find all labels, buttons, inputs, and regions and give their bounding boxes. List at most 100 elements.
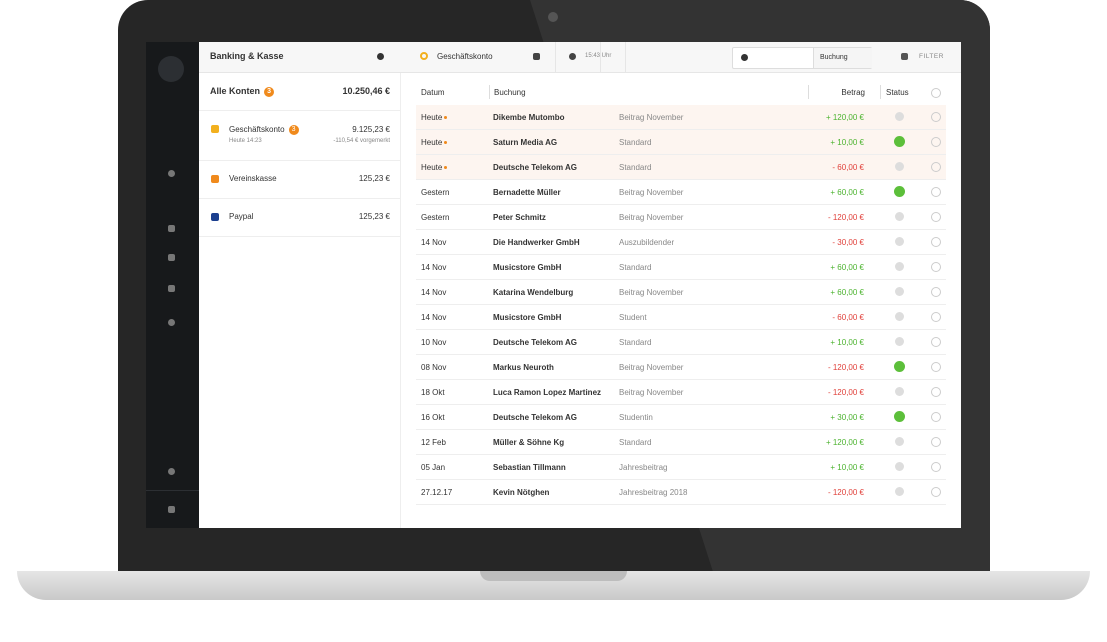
row-select[interactable] xyxy=(931,312,941,322)
row-select[interactable] xyxy=(931,362,941,372)
date: Heute xyxy=(421,138,443,147)
transaction-row[interactable]: 14 Nov Musicstore GmbH Student - 60,00 € xyxy=(416,305,946,330)
counterparty: Kevin Nötghen xyxy=(493,488,550,497)
date: 18 Okt xyxy=(421,388,445,397)
row-select[interactable] xyxy=(931,462,941,472)
row-select[interactable] xyxy=(931,162,941,172)
counterparty: Saturn Media AG xyxy=(493,138,558,147)
counterparty: Deutsche Telekom AG xyxy=(493,163,578,172)
counterparty: Deutsche Telekom AG xyxy=(493,413,578,422)
row-select[interactable] xyxy=(931,262,941,272)
account-name-text: Paypal xyxy=(229,212,254,221)
transaction-row[interactable]: Heute Deutsche Telekom AG Standard - 60,00 … xyxy=(416,155,946,180)
transaction-row[interactable]: Heute Saturn Media AG Standard + 10,00 € xyxy=(416,130,946,155)
row-select[interactable] xyxy=(931,137,941,147)
status-open[interactable] xyxy=(895,237,904,246)
toolbar: Geschäftskonto 15:43 Uhr Buchung FILTER xyxy=(400,42,961,73)
counterparty: Musicstore GmbH xyxy=(493,313,562,322)
search-box[interactable]: Buchung xyxy=(732,47,872,69)
transaction-row[interactable]: 18 Okt Luca Ramon Lopez Martinez Beitrag N… xyxy=(416,380,946,405)
toolbar-account[interactable]: Geschäftskonto xyxy=(437,52,493,61)
row-select[interactable] xyxy=(931,487,941,497)
account-item[interactable]: Vereinskasse 125,23 € xyxy=(199,161,400,199)
account-item[interactable]: Paypal 125,23 € xyxy=(199,199,400,237)
transaction-row[interactable]: 27.12.17 Kevin Nötghen Jahresbeitrag 2018 -… xyxy=(416,480,946,505)
status-open[interactable] xyxy=(895,212,904,221)
base-notch xyxy=(480,571,627,581)
filter-label[interactable]: FILTER xyxy=(919,53,944,60)
row-select[interactable] xyxy=(931,337,941,347)
counterparty: Musicstore GmbH xyxy=(493,263,562,272)
refresh-icon[interactable] xyxy=(569,53,576,60)
select-all[interactable] xyxy=(931,88,941,98)
row-select[interactable] xyxy=(931,412,941,422)
category: Beitrag November xyxy=(619,363,684,372)
search-type[interactable]: Buchung xyxy=(813,48,872,68)
transaction-row[interactable]: 08 Nov Markus Neuroth Beitrag November - 12… xyxy=(416,355,946,380)
row-select[interactable] xyxy=(931,187,941,197)
nav-icon[interactable] xyxy=(168,225,175,232)
header-divider xyxy=(808,85,809,99)
settings-icon[interactable] xyxy=(377,53,384,60)
date: 14 Nov xyxy=(421,288,447,297)
row-select[interactable] xyxy=(931,212,941,222)
status-open[interactable] xyxy=(895,112,904,121)
transaction-row[interactable]: 05 Jan Sebastian Tillmann Jahresbeitrag + 1… xyxy=(416,455,946,480)
nav-icon[interactable] xyxy=(168,285,175,292)
transaction-row[interactable]: 12 Feb Müller & Söhne Kg Standard + 120,00 … xyxy=(416,430,946,455)
nav-icon[interactable] xyxy=(168,319,175,326)
logout-icon[interactable] xyxy=(168,506,175,513)
transaction-row[interactable]: 10 Nov Deutsche Telekom AG Standard + 10,00… xyxy=(416,330,946,355)
status-open[interactable] xyxy=(895,337,904,346)
transaction-row[interactable]: Heute Dikembe Mutombo Beitrag November + 12… xyxy=(416,105,946,130)
row-select[interactable] xyxy=(931,437,941,447)
new-dot xyxy=(444,166,447,169)
status-open[interactable] xyxy=(895,487,904,496)
logo[interactable] xyxy=(158,56,184,82)
account-amount: 125,23 € xyxy=(358,212,390,221)
row-select[interactable] xyxy=(931,112,941,122)
category: Auszubildender xyxy=(619,238,675,247)
status-open[interactable] xyxy=(895,387,904,396)
status-open[interactable] xyxy=(895,262,904,271)
category: Student xyxy=(619,313,647,322)
category: Standard xyxy=(619,438,652,447)
date: Heute xyxy=(421,163,443,172)
counterparty: Müller & Söhne Kg xyxy=(493,438,565,447)
row-select[interactable] xyxy=(931,287,941,297)
account-total[interactable]: Alle Konten 3 10.250,46 € xyxy=(199,73,400,111)
check-all-icon[interactable] xyxy=(533,53,540,60)
transaction-row[interactable]: 16 Okt Deutsche Telekom AG Studentin + 30,0… xyxy=(416,405,946,430)
search-type-label: Buchung xyxy=(820,54,848,61)
row-select[interactable] xyxy=(931,237,941,247)
row-select[interactable] xyxy=(931,387,941,397)
counterparty: Peter Schmitz xyxy=(493,213,546,222)
transactions-table: Datum Buchung Betrag Status Heute Dikembe Mut… xyxy=(400,73,961,528)
nav-icon[interactable] xyxy=(168,170,175,177)
transaction-row[interactable]: 14 Nov Musicstore GmbH Standard + 60,00 € xyxy=(416,255,946,280)
amount: + 10,00 € xyxy=(830,463,864,472)
transaction-row[interactable]: Gestern Peter Schmitz Beitrag November - 12… xyxy=(416,205,946,230)
date: Gestern xyxy=(421,188,450,197)
nav-icon[interactable] xyxy=(168,254,175,261)
search-icon xyxy=(741,54,748,61)
status-open[interactable] xyxy=(895,437,904,446)
counterparty: Deutsche Telekom AG xyxy=(493,338,578,347)
date: Gestern xyxy=(421,213,450,222)
account-note: -110,54 € vorgemerkt xyxy=(333,138,390,144)
status-open[interactable] xyxy=(895,287,904,296)
nav-icon[interactable] xyxy=(168,468,175,475)
filter-icon[interactable] xyxy=(901,53,908,60)
counterparty: Luca Ramon Lopez Martinez xyxy=(493,388,602,397)
status-open[interactable] xyxy=(895,162,904,171)
status-verified xyxy=(894,411,905,422)
amount: + 10,00 € xyxy=(830,338,864,347)
transaction-row[interactable]: 14 Nov Die Handwerker GmbH Auszubildender -… xyxy=(416,230,946,255)
transaction-row[interactable]: Gestern Bernadette Müller Beitrag November… xyxy=(416,180,946,205)
date: 10 Nov xyxy=(421,338,447,347)
account-item[interactable]: Geschäftskonto 3 9.125,23 € Heute 14:23 -110… xyxy=(199,111,400,161)
transaction-row[interactable]: 14 Nov Katarina Wendelburg Beitrag Novembe… xyxy=(416,280,946,305)
header-divider xyxy=(880,85,881,99)
status-open[interactable] xyxy=(895,312,904,321)
status-open[interactable] xyxy=(895,462,904,471)
